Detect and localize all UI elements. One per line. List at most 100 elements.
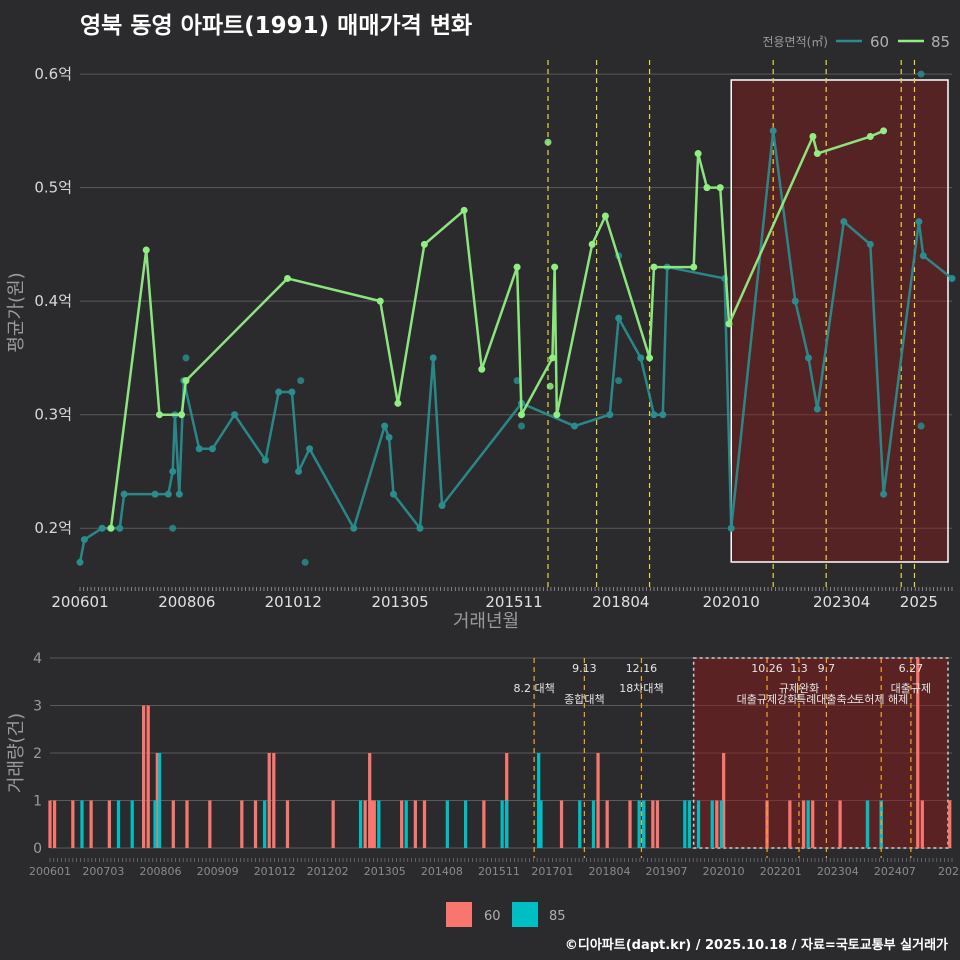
highlight-box — [730, 79, 949, 563]
volume-bar-60 — [240, 800, 244, 848]
x-tick-label: 200806 — [158, 593, 215, 611]
x-tick-label: 202010 — [703, 593, 760, 611]
volume-bar-85 — [116, 800, 121, 848]
series-85-point — [650, 263, 658, 271]
event-label: 규제완화 — [779, 682, 819, 695]
volume-bar-85 — [537, 753, 541, 848]
y-tick-label: 0 — [33, 841, 42, 857]
price-chart: 0.2억 0.3억 0.4억 0.5억 0.6억 200601 200806 201012 20… — [6, 33, 956, 632]
volume-bar-85 — [719, 800, 723, 848]
event-label: 8.2 대책 — [513, 682, 554, 695]
volume-bar-60 — [146, 705, 150, 848]
volume-bar-85 — [696, 800, 701, 848]
x-tick-label: 200703 — [82, 865, 124, 878]
volume-bar-85 — [642, 800, 646, 848]
x-tick-label: 202304 — [813, 593, 870, 611]
volume-bar-60 — [400, 800, 404, 848]
volume-bar-85 — [377, 800, 381, 848]
volume-bar-85 — [500, 800, 504, 848]
volume-bar-60 — [368, 753, 372, 848]
x-tick-label: 200806 — [140, 865, 182, 878]
volume-bar-85 — [263, 800, 267, 848]
y-tick-label: 0.2억 — [34, 519, 72, 537]
volume-bar-60 — [185, 800, 189, 848]
series-60-point — [727, 524, 735, 532]
series-85-point — [809, 133, 817, 141]
series-60-point — [76, 558, 84, 566]
series-60-point — [80, 536, 88, 544]
series-60-point — [306, 445, 314, 453]
series-60-point — [385, 433, 393, 441]
volume-bar-85 — [710, 800, 714, 848]
volume-bar-85 — [591, 800, 596, 848]
volume-bar-60 — [722, 753, 726, 848]
volume-bar-85 — [80, 800, 84, 848]
x-tick-label: 201907 — [646, 865, 688, 878]
series-60-outlier — [615, 377, 623, 385]
series-60-point — [231, 411, 239, 419]
x-tick-label: 201511 — [485, 593, 542, 611]
volume-bar-60 — [811, 800, 815, 848]
volume-bar-60 — [559, 800, 564, 848]
series-60-point — [208, 445, 216, 453]
x-tick-label: 200601 — [51, 593, 108, 611]
series-60-outlier — [917, 70, 925, 78]
event-date: 1.3 — [790, 662, 808, 675]
volume-bar-85 — [404, 800, 408, 848]
volume-bar-60 — [370, 800, 374, 848]
x-tick-label: 202407 — [874, 865, 916, 878]
volume-bar-60 — [651, 800, 655, 848]
series-60-point — [98, 524, 106, 532]
series-60-point — [948, 274, 956, 282]
volume-bar-60 — [715, 800, 719, 848]
series-60-point — [195, 445, 203, 453]
legend-60-label: 60 — [484, 909, 501, 924]
series-60-outlier — [169, 524, 177, 532]
series-60-point — [637, 354, 645, 362]
volume-bar-60 — [413, 800, 417, 848]
volume-bar-60 — [253, 800, 258, 848]
volume-bar-60 — [788, 800, 792, 848]
event-label: 토허제 해제 — [854, 692, 908, 706]
chart-title: 영북 동영 아파트(1991) 매매가격 변화 — [80, 13, 473, 39]
volume-bar-60 — [916, 658, 920, 848]
volume-bar-60 — [920, 800, 924, 848]
event-label: 18차대책 — [619, 682, 663, 695]
volume-bar-60 — [267, 753, 271, 848]
volume-bar-60 — [628, 800, 632, 848]
volume-bar-60 — [89, 800, 93, 848]
series-60-line — [78, 129, 953, 563]
series-60-point — [813, 405, 821, 413]
volume-bar-60 — [655, 800, 660, 848]
volume-bar-60 — [208, 800, 212, 848]
legend-title: 전용면적(㎡) — [762, 35, 828, 49]
y-axis-label: 거래량(건) — [6, 713, 27, 793]
volume-bar-60 — [372, 800, 376, 848]
series-85-point — [690, 263, 698, 271]
series-60-point — [791, 297, 799, 305]
x-tick-label: 201012 — [265, 593, 322, 611]
series-60-point — [840, 218, 848, 226]
x-tick-label: 201804 — [592, 593, 649, 611]
volume-bar-85 — [539, 800, 543, 848]
series-60-point — [261, 456, 269, 464]
series-85-point — [548, 354, 556, 362]
y-tick-label: 2 — [33, 746, 42, 762]
series-60-outlier — [301, 558, 309, 566]
event-label: 대출규제 — [891, 682, 931, 695]
volume-bar-85 — [358, 800, 363, 848]
x-tick-label: 201305 — [371, 593, 428, 611]
volume-bar-60 — [285, 800, 290, 848]
series-85-point — [107, 524, 115, 532]
series-85-point — [551, 263, 559, 271]
series-60-point — [866, 240, 874, 248]
series-60-point — [116, 524, 124, 532]
series-85-point — [420, 240, 428, 248]
event-label: 대출규제강화 — [737, 693, 798, 706]
series-60-point — [919, 252, 927, 260]
series-85-point — [142, 246, 150, 254]
x-tick-label: 201511 — [478, 865, 520, 878]
series-85-point — [155, 411, 163, 419]
legend-85-label: 85 — [931, 33, 950, 51]
series-85-point — [880, 127, 888, 135]
